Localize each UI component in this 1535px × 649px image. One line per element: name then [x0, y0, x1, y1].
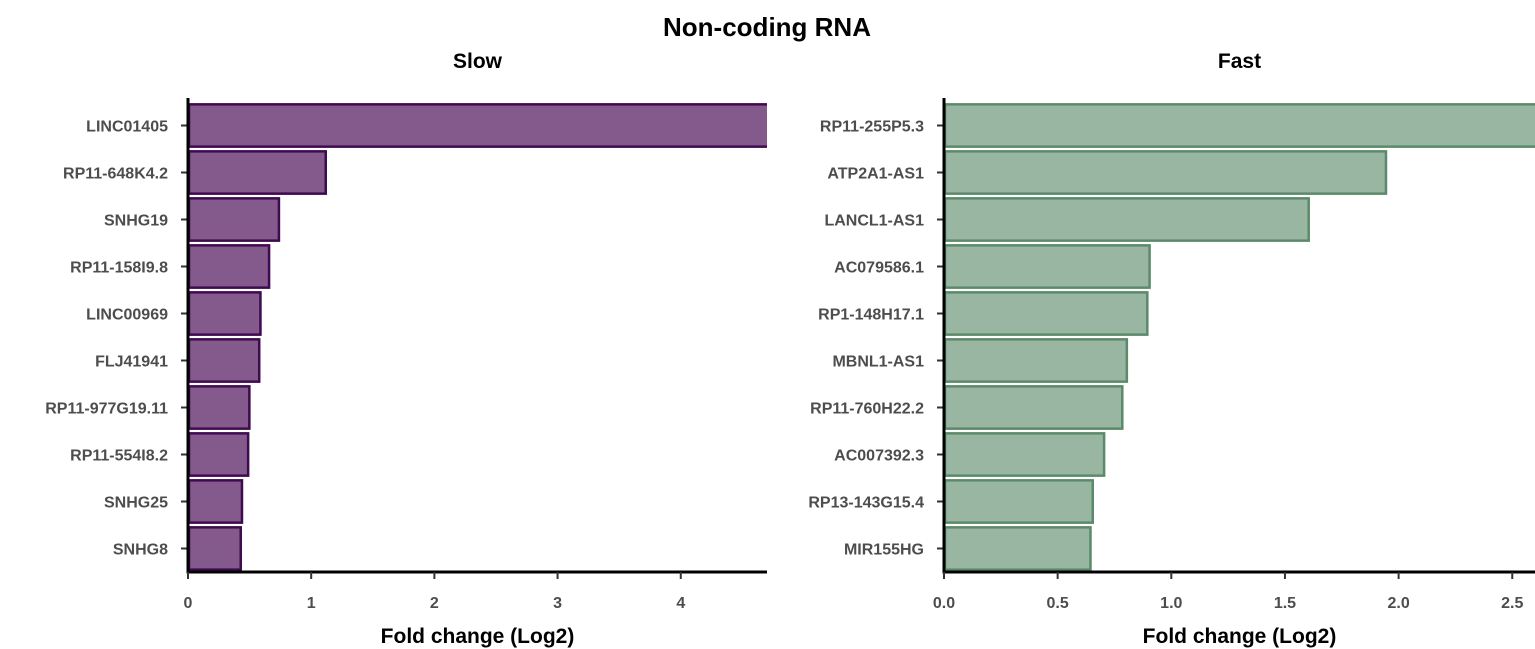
x-tick-label-fast-3: 1.5: [1274, 595, 1296, 612]
bar-slow-3: [188, 244, 271, 289]
category-label-fast-7: AC007392.3: [834, 448, 924, 465]
x-tick-label-fast-4: 2.0: [1387, 595, 1409, 612]
category-label-fast-9: MIR155HG: [844, 542, 924, 559]
x-tick-label-slow-1: 1: [307, 595, 316, 612]
bar-slow-8: [188, 479, 244, 524]
bar-slow-1: [188, 150, 327, 195]
bar-slow-7: [188, 432, 250, 477]
x-tick-label-fast-5: 2.5: [1501, 595, 1523, 612]
bar-slow-4: [188, 291, 262, 336]
x-tick-label-fast-2: 1.0: [1160, 595, 1182, 612]
bar-fast-0: [944, 103, 1535, 148]
category-label-fast-2: LANCL1-AS1: [824, 213, 924, 230]
category-label-slow-3: RP11-158I9.8: [70, 260, 168, 277]
category-label-fast-3: AC079586.1: [834, 260, 924, 277]
category-label-fast-8: RP13-143G15.4: [808, 495, 924, 512]
x-tick-label-slow-0: 0: [184, 595, 193, 612]
bar-fast-6: [944, 385, 1124, 430]
category-label-slow-1: RP11-648K4.2: [63, 166, 168, 183]
bar-fast-4: [944, 291, 1149, 336]
category-label-slow-4: LINC00969: [86, 307, 168, 324]
category-label-fast-1: ATP2A1-AS1: [827, 166, 924, 183]
bar-slow-9: [188, 526, 242, 571]
x-axis-title-fast: Fold change (Log2): [1143, 625, 1337, 648]
panel-title-fast: Fast: [1218, 50, 1261, 73]
bar-fast-8: [944, 479, 1094, 524]
bar-slow-2: [188, 197, 281, 242]
panel-fast: Fast RP11-255P5.3 ATP2A1-AS1 LANCL1-AS1 AC07…: [808, 50, 1535, 648]
category-label-fast-4: RP1-148H17.1: [818, 307, 924, 324]
x-tick-label-slow-2: 2: [430, 595, 439, 612]
x-tick-label-fast-0: 0.0: [933, 595, 955, 612]
bar-slow-6: [188, 385, 251, 430]
category-label-fast-5: MBNL1-AS1: [832, 354, 924, 371]
category-label-slow-7: RP11-554I8.2: [70, 448, 168, 465]
x-tick-label-fast-1: 0.5: [1047, 595, 1069, 612]
bar-fast-3: [944, 244, 1151, 289]
category-label-slow-5: FLJ41941: [95, 354, 168, 371]
bar-fast-7: [944, 432, 1106, 477]
category-label-slow-0: LINC01405: [86, 119, 168, 136]
x-tick-label-slow-4: 4: [676, 595, 685, 612]
bar-fast-5: [944, 338, 1129, 383]
category-label-slow-6: RP11-977G19.11: [45, 401, 168, 418]
x-axis-title-slow: Fold change (Log2): [381, 625, 575, 648]
category-label-fast-0: RP11-255P5.3: [820, 119, 924, 136]
bar-fast-2: [944, 197, 1310, 242]
category-label-slow-8: SNHG25: [104, 495, 168, 512]
bar-slow-5: [188, 338, 261, 383]
panel-title-slow: Slow: [453, 50, 503, 73]
chart-main-title: Non-coding RNA: [663, 12, 871, 42]
x-tick-label-slow-3: 3: [553, 595, 562, 612]
panel-slow: Slow LINC01405 RP11-648K4.2 SNHG19 RP11-158I…: [45, 50, 767, 648]
category-label-slow-2: SNHG19: [104, 213, 168, 230]
category-label-fast-6: RP11-760H22.2: [810, 401, 924, 418]
bar-fast-1: [944, 150, 1388, 195]
bar-fast-9: [944, 526, 1092, 571]
bar-slow-0: [188, 103, 767, 148]
category-label-slow-9: SNHG8: [113, 542, 168, 559]
